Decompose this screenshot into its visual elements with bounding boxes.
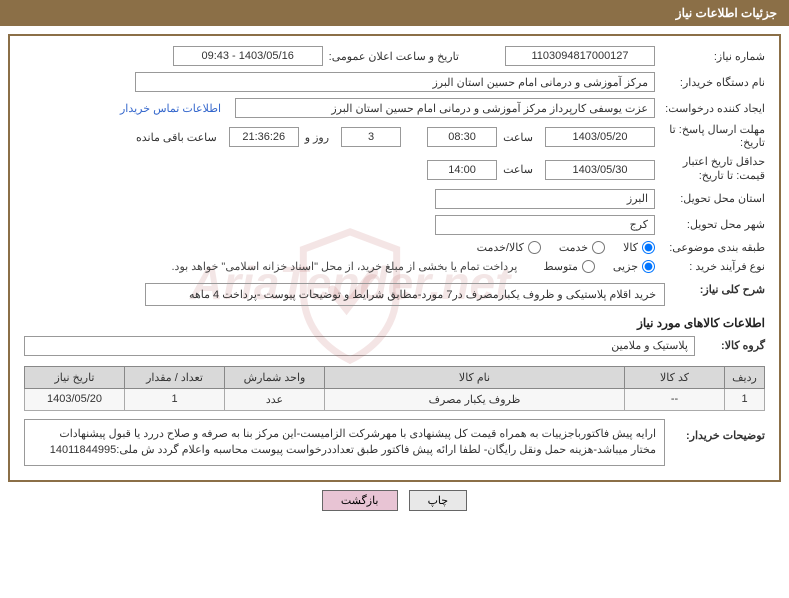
table-header-row: ردیف کد کالا نام کالا واحد شمارش تعداد /…	[25, 366, 765, 388]
buyer-org-label: نام دستگاه خریدار:	[655, 76, 765, 89]
radio-goods-input[interactable]	[642, 241, 655, 254]
row-category: طبقه بندی موضوعی: کالا خدمت کالا/خدمت	[24, 241, 765, 254]
row-general-desc: شرح کلی نیاز: خرید اقلام پلاستیکی و ظروف…	[24, 283, 765, 306]
radio-medium[interactable]: متوسط	[543, 260, 595, 273]
td-unit: عدد	[225, 388, 325, 410]
announce-datetime-label: تاریخ و ساعت اعلان عمومی:	[329, 50, 459, 63]
need-number-label: شماره نیاز:	[655, 50, 765, 63]
province-label: استان محل تحویل:	[655, 192, 765, 205]
radio-service[interactable]: خدمت	[559, 241, 605, 254]
buyer-desc-box: ارایه پیش فاکتورباجزییات به همراه قیمت ک…	[24, 419, 665, 466]
th-date: تاریخ نیاز	[25, 366, 125, 388]
general-desc-label: شرح کلی نیاز:	[665, 283, 765, 296]
category-radio-group: کالا خدمت کالا/خدمت	[463, 241, 655, 254]
radio-service-input[interactable]	[592, 241, 605, 254]
td-qty: 1	[125, 388, 225, 410]
process-label: نوع فرآیند خرید :	[655, 260, 765, 273]
goods-info-title: اطلاعات کالاهای مورد نیاز	[24, 316, 765, 330]
radio-goods-service-label: کالا/خدمت	[477, 241, 524, 254]
row-requester: ایجاد کننده درخواست: عزت یوسفی کارپرداز …	[24, 98, 765, 118]
page-wrapper: جزئیات اطلاعات نیاز AriaTender.net شماره…	[0, 0, 789, 598]
radio-medium-label: متوسط	[543, 260, 578, 273]
td-code: --	[625, 388, 725, 410]
process-note: پرداخت تمام یا بخشی از مبلغ خرید، از محل…	[172, 260, 518, 273]
row-goods-group: گروه کالا: پلاستیک و ملامین	[24, 336, 765, 356]
td-name: ظروف یکبار مصرف	[325, 388, 625, 410]
th-code: کد کالا	[625, 366, 725, 388]
th-qty: تعداد / مقدار	[125, 366, 225, 388]
row-buyer-desc: توضیحات خریدار: ارایه پیش فاکتورباجزییات…	[24, 419, 765, 466]
radio-partial[interactable]: جزیی	[613, 260, 655, 273]
general-desc-text: خرید اقلام پلاستیکی و ظروف یکبارمصرف در7…	[189, 288, 656, 301]
th-row: ردیف	[725, 366, 765, 388]
row-validity: حداقل تاریخ اعتبار قیمت: تا تاریخ: 1403/…	[24, 156, 765, 182]
row-buyer-org: نام دستگاه خریدار: مرکز آموزشی و درمانی …	[24, 72, 765, 92]
header-bar: جزئیات اطلاعات نیاز	[0, 0, 789, 26]
goods-group-label: گروه کالا:	[695, 339, 765, 352]
radio-goods-service-input[interactable]	[528, 241, 541, 254]
city-label: شهر محل تحویل:	[655, 218, 765, 231]
radio-goods[interactable]: کالا	[623, 241, 655, 254]
radio-partial-label: جزیی	[613, 260, 638, 273]
td-row: 1	[725, 388, 765, 410]
validity-label: حداقل تاریخ اعتبار قیمت: تا تاریخ:	[655, 156, 765, 182]
th-unit: واحد شمارش	[225, 366, 325, 388]
row-need-number: شماره نیاز: 1103094817000127 تاریخ و ساع…	[24, 46, 765, 66]
requester-label: ایجاد کننده درخواست:	[655, 102, 765, 115]
city-value: کرج	[435, 215, 655, 235]
buyer-contact-link[interactable]: اطلاعات تماس خریدار	[120, 102, 221, 115]
row-deadline: مهلت ارسال پاسخ: تا تاریخ: 1403/05/20 سا…	[24, 124, 765, 150]
deadline-time-value: 08:30	[427, 127, 497, 147]
radio-goods-service[interactable]: کالا/خدمت	[477, 241, 541, 254]
table-row: 1 -- ظروف یکبار مصرف عدد 1 1403/05/20	[25, 388, 765, 410]
row-city: شهر محل تحویل: کرج	[24, 215, 765, 235]
td-date: 1403/05/20	[25, 388, 125, 410]
goods-group-value: پلاستیک و ملامین	[24, 336, 695, 356]
radio-goods-label: کالا	[623, 241, 638, 254]
button-bar: چاپ بازگشت	[0, 490, 789, 511]
buyer-org-value: مرکز آموزشی و درمانی امام حسین استان الب…	[135, 72, 655, 92]
general-desc-box: خرید اقلام پلاستیکی و ظروف یکبارمصرف در7…	[145, 283, 665, 306]
print-button[interactable]: چاپ	[409, 490, 468, 511]
th-name: نام کالا	[325, 366, 625, 388]
requester-value: عزت یوسفی کارپرداز مرکز آموزشی و درمانی …	[235, 98, 655, 118]
announce-datetime-value: 1403/05/16 - 09:43	[173, 46, 323, 66]
remaining-time-value: 21:36:26	[229, 127, 299, 147]
need-number-value: 1103094817000127	[505, 46, 655, 66]
validity-time-value: 14:00	[427, 160, 497, 180]
deadline-label: مهلت ارسال پاسخ: تا تاریخ:	[655, 124, 765, 150]
deadline-date-value: 1403/05/20	[545, 127, 655, 147]
main-panel: AriaTender.net شماره نیاز: 1103094817000…	[8, 34, 781, 482]
row-province: استان محل تحویل: البرز	[24, 189, 765, 209]
radio-medium-input[interactable]	[582, 260, 595, 273]
province-value: البرز	[435, 189, 655, 209]
back-button[interactable]: بازگشت	[322, 490, 398, 511]
row-process: نوع فرآیند خرید : جزیی متوسط پرداخت تمام…	[24, 260, 765, 273]
validity-time-label: ساعت	[503, 163, 533, 176]
header-title: جزئیات اطلاعات نیاز	[676, 6, 777, 20]
days-and-label: روز و	[305, 131, 329, 144]
remaining-label: ساعت باقی مانده	[136, 131, 217, 144]
validity-date-value: 1403/05/30	[545, 160, 655, 180]
days-count-value: 3	[341, 127, 401, 147]
process-radio-group: جزیی متوسط	[529, 260, 655, 273]
radio-partial-input[interactable]	[642, 260, 655, 273]
buyer-desc-text: ارایه پیش فاکتورباجزییات به همراه قیمت ک…	[50, 428, 656, 457]
buyer-desc-label: توضیحات خریدار:	[665, 419, 765, 442]
radio-service-label: خدمت	[559, 241, 588, 254]
category-label: طبقه بندی موضوعی:	[655, 241, 765, 254]
goods-table: ردیف کد کالا نام کالا واحد شمارش تعداد /…	[24, 366, 765, 411]
deadline-time-label: ساعت	[503, 131, 533, 144]
